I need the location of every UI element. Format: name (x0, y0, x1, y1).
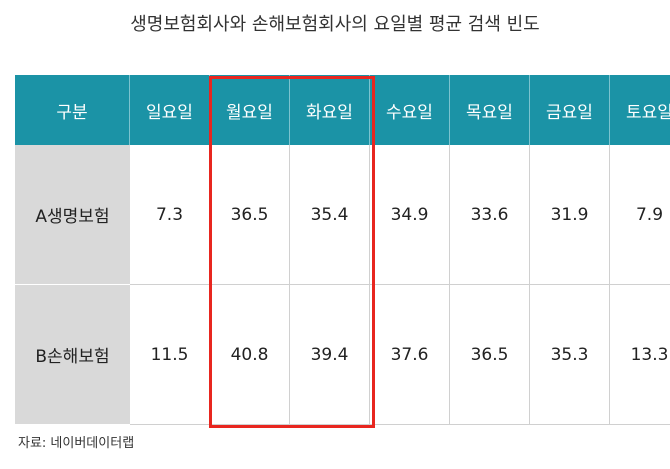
table-cell: 35.4 (290, 145, 370, 285)
column-header: 월요일 (210, 75, 290, 145)
source-note: 자료: 네이버데이터랩 (18, 436, 135, 451)
title: 생명보험회사와 손해보험회사의 요일별 평균 검색 빈도 (130, 14, 540, 35)
row-header: A생명보험 (15, 145, 130, 285)
column-header: 수요일 (370, 75, 450, 145)
table-cell: 33.6 (450, 145, 530, 285)
column-header: 구분 (15, 75, 130, 145)
table-cell: 37.6 (370, 285, 450, 425)
table-cell: 39.4 (290, 285, 370, 425)
table-cell: 7.9 (610, 145, 670, 285)
table-cell: 31.9 (530, 145, 610, 285)
table-cell: 11.5 (130, 285, 210, 425)
table-cell: 40.8 (210, 285, 290, 425)
table-cell: 34.9 (370, 145, 450, 285)
row-header: B손해보험 (15, 285, 130, 425)
highlight-box (209, 76, 375, 428)
column-header: 토요일 (610, 75, 670, 145)
column-header: 목요일 (450, 75, 530, 145)
column-header: 화요일 (290, 75, 370, 145)
column-header: 일요일 (130, 75, 210, 145)
table-cell: 7.3 (130, 145, 210, 285)
table-cell: 35.3 (530, 285, 610, 425)
table-cell: 36.5 (450, 285, 530, 425)
column-header: 금요일 (530, 75, 610, 145)
table-cell: 13.3 (610, 285, 670, 425)
table-cell: 36.5 (210, 145, 290, 285)
